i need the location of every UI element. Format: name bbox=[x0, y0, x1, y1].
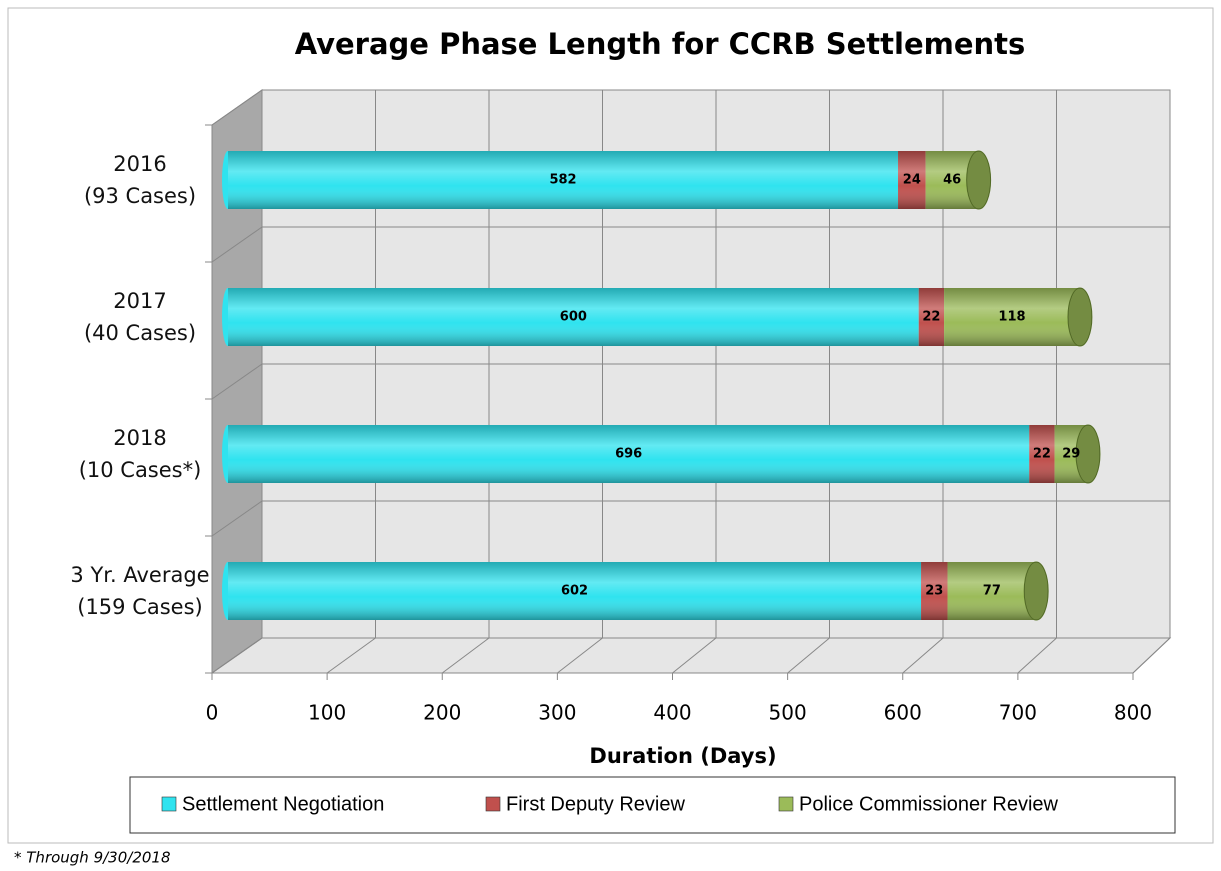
data-label: 22 bbox=[1033, 447, 1051, 462]
data-label: 77 bbox=[983, 584, 1001, 599]
bar-cap-shade bbox=[1024, 562, 1049, 620]
floor-line bbox=[902, 637, 944, 674]
x-tick-label: 700 bbox=[999, 701, 1037, 725]
data-label: 22 bbox=[922, 310, 940, 325]
side-line bbox=[211, 226, 263, 263]
bar-cap-shade bbox=[1067, 288, 1092, 346]
data-label: 24 bbox=[903, 173, 921, 188]
legend-swatch bbox=[161, 796, 177, 812]
floor-line bbox=[1017, 637, 1057, 674]
bar-shade bbox=[228, 288, 919, 346]
bar-cap-shade bbox=[1075, 425, 1100, 483]
side-line bbox=[211, 500, 263, 537]
bar-shade bbox=[898, 151, 926, 209]
bar-shade bbox=[944, 288, 1080, 346]
data-label: 696 bbox=[615, 447, 642, 462]
legend-swatch bbox=[778, 796, 794, 812]
bar-shade bbox=[947, 562, 1037, 620]
bar-cap bbox=[1023, 561, 1049, 621]
bar-shade bbox=[228, 151, 899, 209]
floor-line bbox=[787, 637, 830, 674]
floor-line bbox=[557, 637, 603, 674]
legend-label: Police Commissioner Review bbox=[799, 793, 1059, 815]
x-tick-label: 100 bbox=[308, 701, 346, 725]
legend-label: First Deputy Review bbox=[506, 793, 685, 815]
data-label: 582 bbox=[549, 173, 576, 188]
x-tick-label: 200 bbox=[423, 701, 461, 725]
bar-shade bbox=[228, 425, 1030, 483]
data-label: 602 bbox=[561, 584, 588, 599]
floor bbox=[210, 637, 1172, 674]
side-line bbox=[211, 363, 263, 400]
footnote: * Through 9/30/2018 bbox=[14, 849, 171, 867]
floor-line bbox=[326, 637, 376, 674]
legend-box bbox=[129, 776, 1176, 834]
bar-cap-shade bbox=[966, 151, 991, 209]
bar-shade bbox=[228, 562, 922, 620]
y-tick-label: 2016 (93 Cases) bbox=[83, 152, 197, 208]
floor-line bbox=[211, 637, 263, 674]
floor-line bbox=[1132, 637, 1171, 674]
y-tick-label: 2018 (10 Cases*) bbox=[78, 426, 202, 482]
data-label: 600 bbox=[560, 310, 587, 325]
y-tick-label: 3 Yr. Average (159 Cases) bbox=[70, 563, 210, 619]
data-label: 23 bbox=[925, 584, 943, 599]
legend-label: Settlement Negotiation bbox=[182, 793, 384, 815]
bar-shade bbox=[1029, 425, 1055, 483]
bar-shade bbox=[918, 288, 945, 346]
bar-cap bbox=[1067, 287, 1093, 347]
x-tick-label: 0 bbox=[206, 701, 219, 725]
x-axis-label: Duration (Days) bbox=[589, 744, 776, 768]
bar-shade bbox=[921, 562, 948, 620]
data-label: 46 bbox=[943, 173, 961, 188]
legend-swatch bbox=[485, 796, 501, 812]
chart-title: Average Phase Length for CCRB Settlement… bbox=[295, 27, 1026, 61]
x-tick-label: 500 bbox=[769, 701, 807, 725]
data-label: 118 bbox=[998, 310, 1025, 325]
floor-line bbox=[441, 637, 490, 674]
x-tick-label: 300 bbox=[538, 701, 576, 725]
x-tick-label: 400 bbox=[653, 701, 691, 725]
y-tick-label: 2017 (40 Cases) bbox=[83, 289, 197, 345]
x-tick-label: 600 bbox=[884, 701, 922, 725]
bar-cap bbox=[966, 150, 992, 210]
x-tick-label: 800 bbox=[1114, 701, 1152, 725]
side-line bbox=[211, 89, 263, 126]
floor-line bbox=[672, 637, 717, 674]
data-label: 29 bbox=[1062, 447, 1080, 462]
bar-cap bbox=[1075, 424, 1101, 484]
